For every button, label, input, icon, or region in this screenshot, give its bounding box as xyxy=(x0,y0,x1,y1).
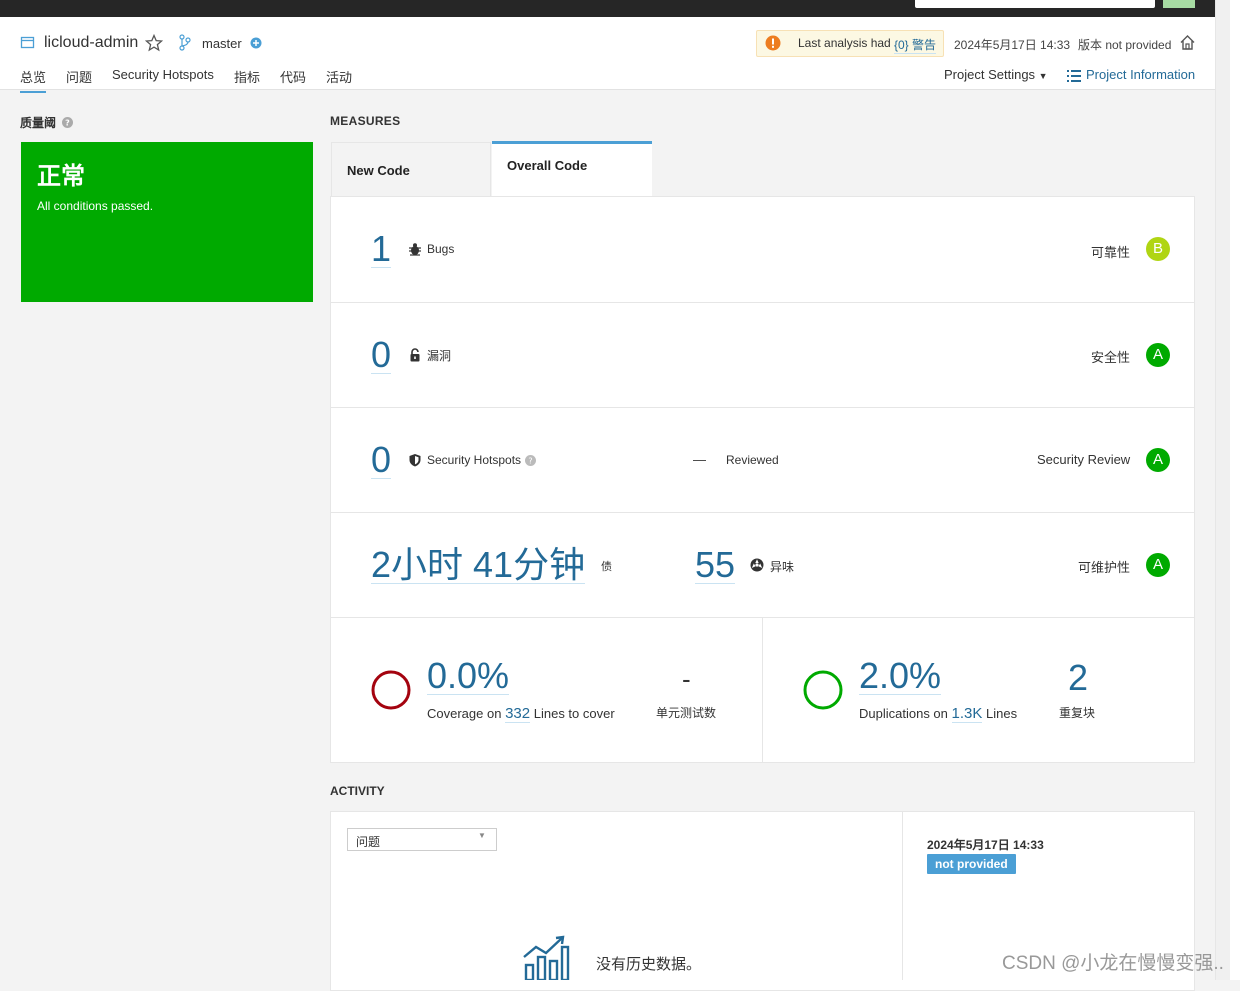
project-icon xyxy=(20,35,35,53)
project-settings-menu[interactable]: Project Settings ▼ xyxy=(944,67,1048,82)
tab-activity[interactable]: 活动 xyxy=(326,70,353,85)
duplicated-blocks-label: 重复块 xyxy=(1059,706,1096,720)
hotspots-count[interactable]: 0 xyxy=(371,439,392,480)
activity-title: ACTIVITY xyxy=(330,784,385,798)
coverage-value[interactable]: 0.0% xyxy=(427,655,510,696)
row-divider xyxy=(331,407,1194,408)
tab-new-code[interactable]: New Code xyxy=(331,142,491,197)
security-label: 安全性 xyxy=(1091,350,1131,365)
branch-name[interactable]: master xyxy=(202,36,242,51)
branch-icon xyxy=(178,34,192,54)
duplicated-blocks-value[interactable]: 2 xyxy=(1068,657,1089,698)
tab-new-code-label: New Code xyxy=(347,163,410,178)
code-smell-icon xyxy=(750,558,764,575)
lock-icon xyxy=(409,348,421,365)
version-badge: not provided xyxy=(927,854,1016,874)
maintainability-rating[interactable]: A xyxy=(1146,553,1170,577)
duplications-circle-icon xyxy=(802,669,844,714)
unit-tests-value[interactable]: - xyxy=(682,664,691,694)
duplications-caption-prefix: Duplications on xyxy=(859,706,948,721)
row-divider xyxy=(331,302,1194,303)
analysis-warning-box xyxy=(756,30,944,57)
activity-graph-select[interactable]: 问题 ▼ xyxy=(347,828,497,851)
duplications-caption: Duplications on 1.3K Lines xyxy=(859,705,1018,723)
quality-gate-status: 正常 xyxy=(37,163,85,190)
home-icon[interactable] xyxy=(1179,34,1196,54)
tab-overall-code[interactable]: Overall Code xyxy=(492,141,652,198)
reviewed-label: Reviewed xyxy=(726,453,779,467)
project-settings-label: Project Settings xyxy=(944,67,1036,82)
watermark-text: CSDN @小龙在慢慢变强.. xyxy=(1002,953,1224,974)
tab-overview[interactable]: 总览 xyxy=(20,67,47,93)
help-icon[interactable]: ? xyxy=(62,117,74,128)
activity-graph-select-value: 问题 xyxy=(356,835,381,849)
debt-label: 债 xyxy=(601,561,612,573)
coverage-circle-icon xyxy=(370,669,412,714)
reviewed-value: — xyxy=(693,452,706,467)
analysis-date: 2024年5月17日 14:33 xyxy=(954,38,1071,52)
bugs-count[interactable]: 1 xyxy=(371,228,392,269)
activity-divider xyxy=(902,812,903,980)
top-action-button[interactable] xyxy=(1163,0,1195,8)
quality-gate-title: 质量阈 ? xyxy=(20,114,74,131)
security-rating[interactable]: A xyxy=(1146,343,1170,367)
tab-code[interactable]: 代码 xyxy=(280,70,307,85)
tab-issues[interactable]: 问题 xyxy=(66,70,93,85)
favorite-star-icon[interactable] xyxy=(144,33,164,55)
warning-icon xyxy=(765,35,781,54)
quality-gate-description: All conditions passed. xyxy=(37,199,154,213)
activity-panel xyxy=(330,811,1195,991)
coverage-caption: Coverage on 332 Lines to cover xyxy=(427,705,615,723)
list-icon xyxy=(1067,70,1081,85)
shield-icon xyxy=(408,453,422,470)
select-caret-icon: ▼ xyxy=(478,831,486,840)
debt-value[interactable]: 2小时 41分钟 xyxy=(371,544,586,585)
tab-measures[interactable]: 指标 xyxy=(234,70,261,85)
row-divider xyxy=(331,617,1194,618)
duplications-lines-link[interactable]: 1.3K xyxy=(951,705,983,723)
warnings-link[interactable]: {0} 警告 xyxy=(894,38,937,54)
top-navigation-bar xyxy=(0,0,1215,17)
version-text: 版本 not provided xyxy=(1078,38,1172,52)
svg-text:?: ? xyxy=(528,457,532,466)
coverage-lines-link[interactable]: 332 xyxy=(505,705,531,723)
project-header xyxy=(0,17,1215,90)
caret-down-icon: ▼ xyxy=(1038,71,1048,81)
branch-info-icon[interactable] xyxy=(250,37,262,52)
quality-gate-title-text: 质量阈 xyxy=(20,116,57,130)
vertical-scrollbar[interactable] xyxy=(1215,0,1230,980)
svg-text:?: ? xyxy=(66,119,71,128)
project-information-link[interactable]: Project Information xyxy=(1086,67,1196,82)
no-history-text: 没有历史数据。 xyxy=(596,956,702,973)
maintainability-label: 可维护性 xyxy=(1078,560,1131,575)
tab-security-hotspots[interactable]: Security Hotspots xyxy=(112,67,214,82)
global-search-input[interactable] xyxy=(915,0,1155,8)
duplications-caption-suffix: Lines xyxy=(986,706,1018,721)
duplications-value[interactable]: 2.0% xyxy=(859,655,942,696)
quality-gate-status-box: 正常 All conditions passed. xyxy=(21,142,313,302)
hotspots-help-icon[interactable]: ? xyxy=(525,454,536,469)
tab-overall-code-label: Overall Code xyxy=(507,158,588,173)
security-review-label: Security Review xyxy=(1037,452,1131,467)
bugs-label: Bugs xyxy=(427,242,455,256)
code-smells-count[interactable]: 55 xyxy=(695,544,736,585)
reliability-label: 可靠性 xyxy=(1091,245,1131,260)
vulnerabilities-label: 漏洞 xyxy=(427,349,452,363)
coverage-caption-suffix: Lines to cover xyxy=(533,706,615,721)
reliability-rating[interactable]: B xyxy=(1146,237,1170,261)
hotspots-label: Security Hotspots xyxy=(427,453,522,467)
warning-text: Last analysis had xyxy=(798,36,891,50)
column-divider xyxy=(762,618,763,762)
chart-icon xyxy=(522,935,570,983)
row-divider xyxy=(331,512,1194,513)
project-name-link[interactable]: licloud-admin xyxy=(44,34,139,51)
coverage-caption-prefix: Coverage on xyxy=(427,706,502,721)
unit-tests-label: 单元测试数 xyxy=(656,706,717,720)
code-smells-label: 异味 xyxy=(770,560,795,574)
vulnerabilities-count[interactable]: 0 xyxy=(371,334,392,375)
activity-event-date: 2024年5月17日 14:33 xyxy=(927,838,1044,852)
measures-title: MEASURES xyxy=(330,114,401,128)
security-review-rating[interactable]: A xyxy=(1146,448,1170,472)
bug-icon xyxy=(408,242,422,259)
